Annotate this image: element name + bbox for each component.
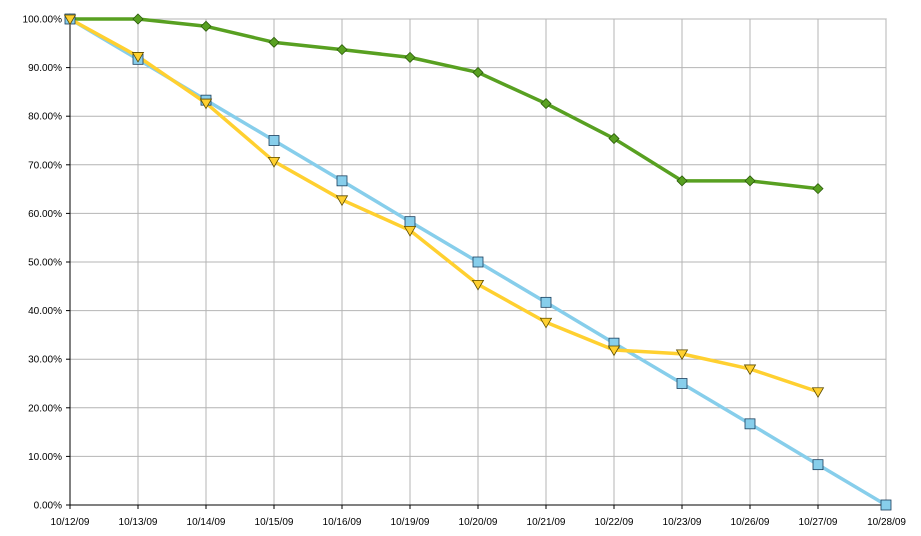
series-line-1 xyxy=(68,17,820,191)
triangle-data-point xyxy=(539,317,553,329)
x-tick-label: 10/20/09 xyxy=(459,517,498,528)
x-tick-label: 10/22/09 xyxy=(595,517,634,528)
triangle-data-point xyxy=(743,364,757,376)
square-data-point xyxy=(540,296,552,308)
y-tick-label: 40.00% xyxy=(28,306,62,317)
square-data-point xyxy=(880,499,892,511)
y-tick-label: 90.00% xyxy=(28,63,62,74)
diamond-data-point xyxy=(200,20,212,32)
y-tick-label: 60.00% xyxy=(28,209,62,220)
y-tick-label: 100.00% xyxy=(23,15,63,26)
square-data-point xyxy=(472,256,484,268)
x-tick-label: 10/28/09 xyxy=(867,517,906,528)
x-tick-label: 10/14/09 xyxy=(187,517,226,528)
x-tick-label: 10/12/09 xyxy=(51,517,90,528)
x-tick-label: 10/23/09 xyxy=(663,517,702,528)
x-tick-label: 10/15/09 xyxy=(255,517,294,528)
diamond-data-point xyxy=(744,175,756,187)
x-tick-label: 10/19/09 xyxy=(391,517,430,528)
triangle-data-point xyxy=(403,226,417,237)
triangle-data-point xyxy=(199,98,213,110)
diamond-data-point xyxy=(608,132,620,145)
y-tick-label: 0.00% xyxy=(34,501,62,512)
triangle-data-point xyxy=(675,349,689,361)
label-layer: 0.00% 10.00% 20.00% 30.00% 40.00% 50.00% 60.00… xyxy=(23,15,907,529)
diamond-data-point xyxy=(676,175,688,187)
x-tick-label: 10/26/09 xyxy=(731,517,770,528)
diamond-data-point xyxy=(268,36,280,48)
square-data-point xyxy=(268,135,280,146)
square-data-point xyxy=(676,378,688,389)
x-tick-label: 10/27/09 xyxy=(799,517,838,528)
y-tick-label: 50.00% xyxy=(28,258,62,269)
triangle-data-point xyxy=(267,156,281,168)
triangle-data-point xyxy=(607,345,621,357)
triangle-data-point xyxy=(471,279,485,291)
diamond-data-point xyxy=(812,183,824,195)
square-data-point xyxy=(404,216,416,228)
diamond-data-point xyxy=(132,13,144,25)
marker-layer xyxy=(63,13,892,511)
x-tick-label: 10/13/09 xyxy=(119,517,158,528)
x-tick-label: 10/21/09 xyxy=(527,517,566,528)
diamond-data-point xyxy=(540,97,552,110)
triangle-data-point xyxy=(63,14,77,26)
triangle-data-point xyxy=(811,387,825,399)
y-tick-label: 70.00% xyxy=(28,160,62,171)
y-tick-label: 80.00% xyxy=(28,112,62,123)
diamond-data-point xyxy=(336,44,348,56)
square-data-point xyxy=(336,175,348,187)
diamond-data-point xyxy=(404,51,416,63)
square-data-point xyxy=(744,418,756,430)
y-tick-label: 30.00% xyxy=(28,355,62,366)
y-tick-label: 20.00% xyxy=(28,403,62,414)
diamond-data-point xyxy=(472,66,484,79)
series-line-3 xyxy=(68,17,820,394)
y-tick-label: 10.00% xyxy=(28,452,62,463)
x-tick-label: 10/16/09 xyxy=(323,517,362,528)
triangle-data-point xyxy=(131,52,145,63)
square-data-point xyxy=(812,459,824,471)
triangle-data-point xyxy=(335,195,349,207)
